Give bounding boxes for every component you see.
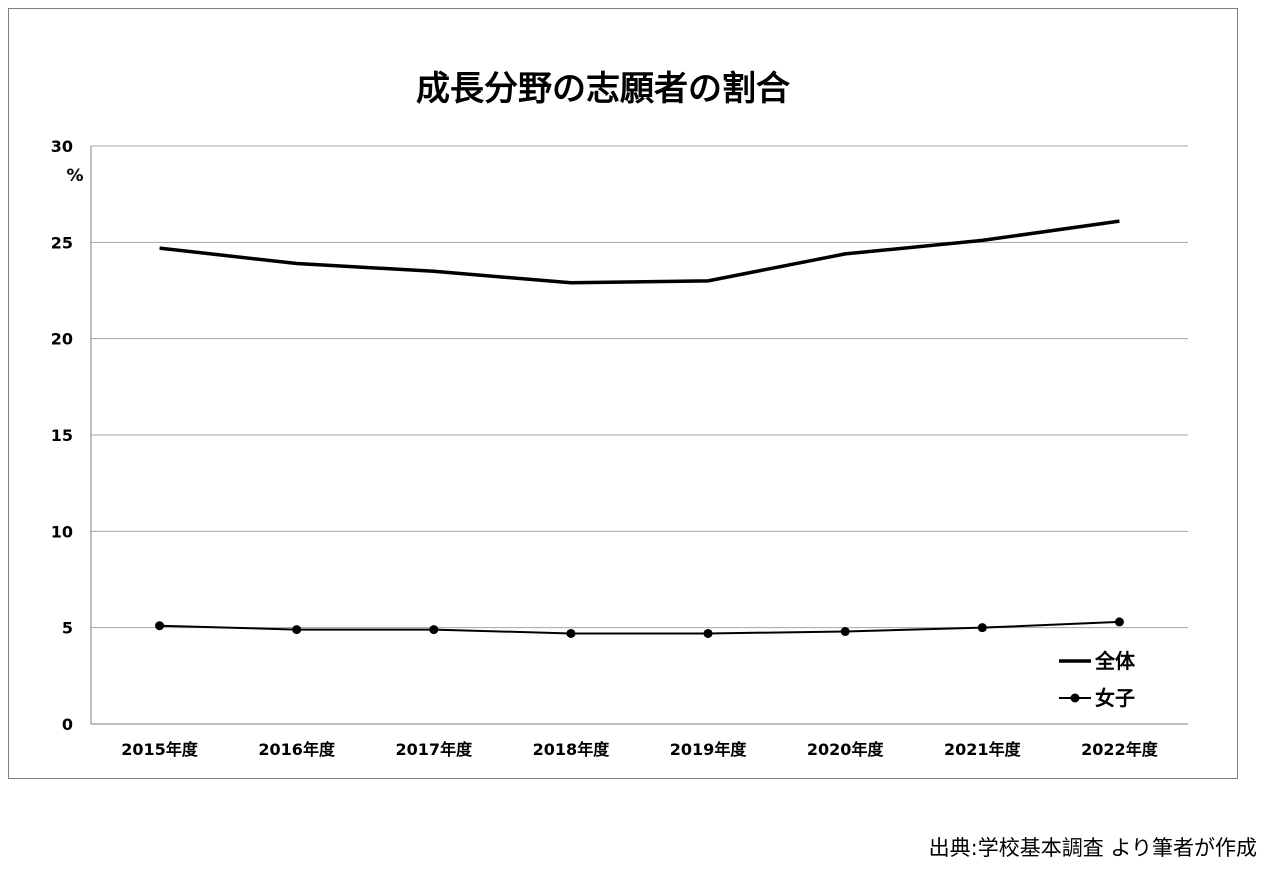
x-tick-label: 2017年度 — [396, 740, 474, 759]
data-point — [1114, 617, 1124, 627]
y-tick-label: 20 — [51, 330, 73, 349]
data-point — [840, 627, 850, 637]
y-axis: 0 5 10 15 20 25 30 — [51, 137, 92, 734]
chart-title: 成長分野の志願者の割合 — [416, 69, 790, 109]
data-point — [977, 623, 987, 633]
y-tick-label: 30 — [51, 137, 73, 156]
data-point — [429, 625, 439, 635]
legend-label: 女子 — [1095, 686, 1135, 710]
chart-frame — [8, 8, 1238, 779]
y-tick-label: 15 — [51, 426, 73, 445]
source-note: 出典:学校基本調査 より筆者が作成 — [928, 836, 1257, 860]
x-tick-label: 2021年度 — [944, 740, 1022, 759]
y-tick-label: 5 — [62, 619, 73, 638]
data-point — [703, 628, 713, 638]
x-tick-label: 2019年度 — [670, 740, 748, 759]
x-tick-label: 2018年度 — [533, 740, 611, 759]
series-layer — [155, 219, 1124, 638]
x-tick-label: 2022年度 — [1081, 740, 1159, 759]
x-axis: 2015年度 2016年度 2017年度 2018年度 2019年度 2020年度 2021… — [91, 723, 1188, 759]
x-tick-label: 2016年度 — [258, 740, 336, 759]
x-tick-label: 2015年度 — [121, 740, 199, 759]
data-point — [566, 628, 576, 638]
y-tick-label: 10 — [51, 522, 73, 541]
x-tick-label: 2020年度 — [807, 740, 885, 759]
gridlines — [91, 145, 1188, 629]
legend-label: 全体 — [1094, 649, 1136, 673]
y-tick-label: 0 — [62, 715, 73, 734]
series-line-2 — [159, 620, 1120, 635]
data-point — [292, 625, 302, 635]
legend-marker — [1070, 693, 1080, 703]
y-tick-label: 25 — [51, 233, 73, 252]
series-line-1 — [159, 219, 1120, 285]
y-axis-label: % — [66, 166, 83, 186]
data-point — [155, 621, 165, 631]
